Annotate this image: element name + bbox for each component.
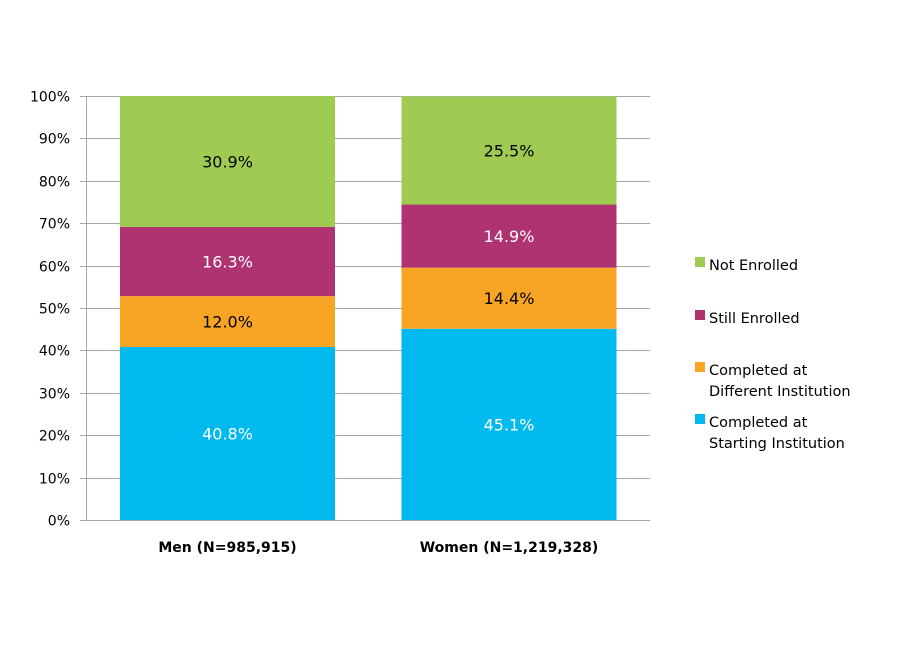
bar-segment (401, 204, 617, 268)
data-label: 14.4% (484, 289, 535, 308)
bar-segment (401, 328, 617, 520)
y-tick-label: 40% (39, 344, 70, 360)
legend-swatch (695, 414, 705, 424)
legend-label: Completed at (709, 363, 808, 379)
data-label: 30.9% (202, 153, 253, 172)
bar-segment (120, 96, 335, 228)
legend-label: Starting Institution (709, 436, 845, 452)
data-label: 14.9% (484, 227, 535, 246)
y-tick-label: 70% (39, 217, 70, 233)
legend-label: Not Enrolled (709, 258, 798, 274)
bar-segment (120, 296, 335, 348)
legend-swatch (695, 362, 705, 372)
y-tick-label: 100% (30, 90, 70, 106)
bar-segment (120, 347, 335, 520)
legend-swatch (695, 310, 705, 320)
bar-segment (401, 267, 617, 329)
data-label: 16.3% (202, 253, 253, 272)
y-tick-label: 30% (39, 387, 70, 403)
data-label: 12.0% (202, 313, 253, 332)
data-label: 40.8% (202, 425, 253, 444)
legend-label: Different Institution (709, 384, 851, 400)
bar-segment (401, 96, 617, 205)
y-tick-label: 50% (39, 302, 70, 318)
legend-label: Still Enrolled (709, 311, 800, 327)
y-tick-label: 20% (39, 429, 70, 445)
y-tick-label: 0% (48, 514, 70, 530)
legend-swatch (695, 257, 705, 267)
y-tick-label: 10% (39, 472, 70, 488)
data-label: 45.1% (484, 415, 535, 434)
data-label: 25.5% (484, 141, 535, 160)
y-tick-label: 60% (39, 260, 70, 276)
y-tick-label: 90% (39, 132, 70, 148)
bar-segment (120, 227, 335, 297)
legend-label: Completed at (709, 415, 808, 431)
x-category-label: Men (N=985,915) (158, 540, 296, 556)
y-tick-label: 80% (39, 175, 70, 191)
x-category-label: Women (N=1,219,328) (420, 540, 599, 556)
